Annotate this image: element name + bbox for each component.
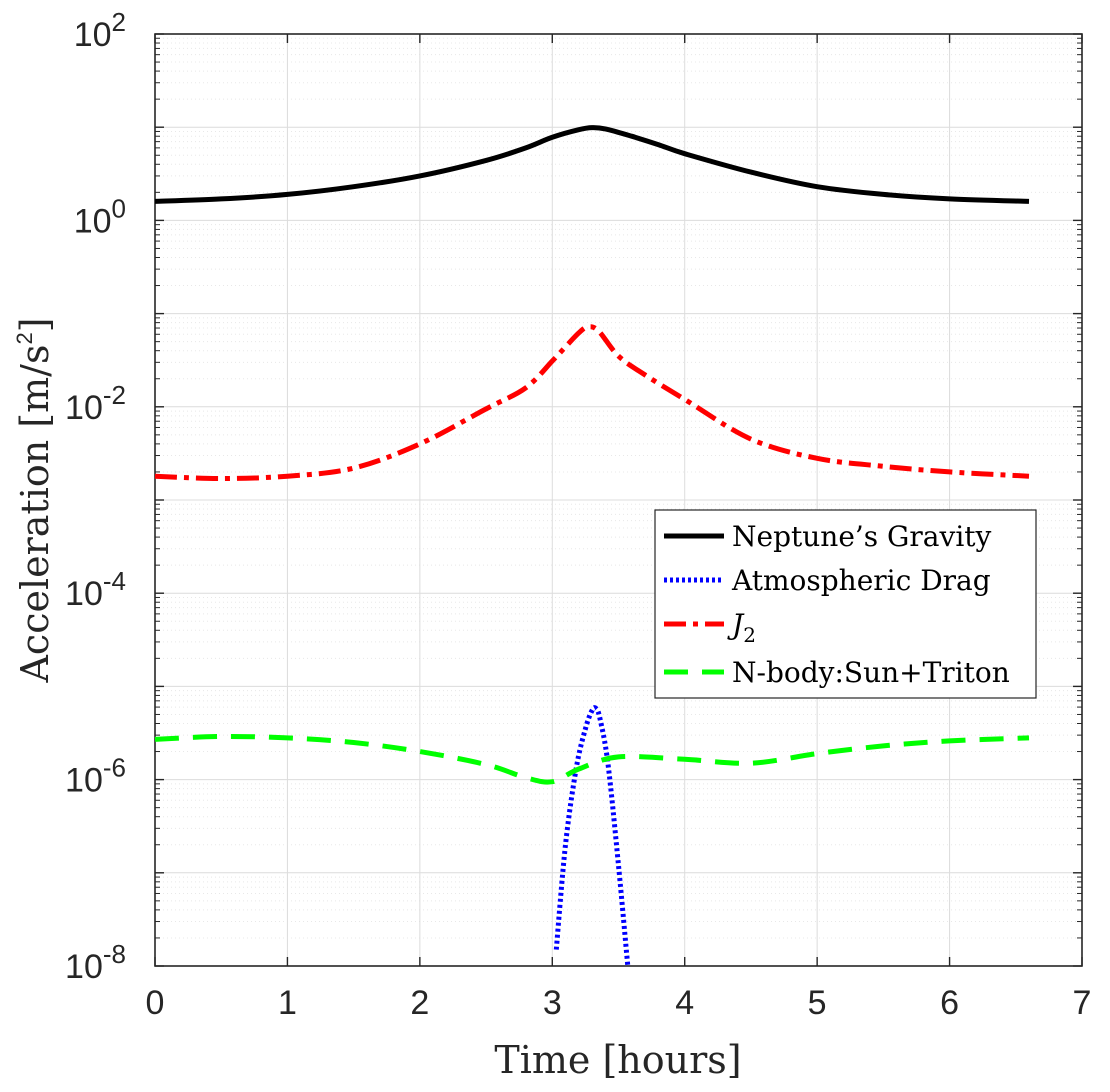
series-layer (154, 125, 1030, 967)
y-tick-exponent: -8 (103, 939, 126, 969)
legend-label: J2 (727, 608, 756, 647)
series-line-0 (154, 125, 1030, 204)
series-line-3 (154, 733, 1030, 785)
x-tick-label: 1 (278, 984, 297, 1022)
y-tick-label: 10-8 (65, 939, 126, 986)
y-axis-label: Acceleration [m/s2] (12, 317, 57, 683)
series-line-1 (553, 705, 631, 967)
legend-label-main: J (727, 608, 745, 641)
legend-label: Atmospheric Drag (731, 564, 991, 597)
y-tick-exponent: -4 (103, 566, 126, 596)
y-tick-exponent: 0 (112, 193, 126, 223)
y-tick-base: 10 (74, 16, 112, 54)
x-tick-labels: 0 1 2 3 4 5 6 7 (146, 984, 1092, 1022)
x-tick-label: 4 (675, 984, 694, 1022)
y-tick-exponent: -6 (103, 753, 126, 783)
tick-marks (154, 33, 1083, 967)
y-axis-label-suffix: ] (13, 317, 57, 332)
x-tick-label: 2 (410, 984, 429, 1022)
y-tick-base: 10 (65, 575, 103, 613)
legend-box (654, 509, 1037, 699)
y-tick-label: 100 (74, 193, 126, 240)
legend: Neptune’s Gravity Atmospheric Drag J2 N-bod… (654, 509, 1037, 699)
y-tick-base: 10 (74, 202, 112, 240)
x-tick-label: 0 (146, 984, 165, 1022)
y-tick-label: 10-4 (65, 566, 126, 613)
x-tick-label: 6 (940, 984, 959, 1022)
x-tick-label: 3 (543, 984, 562, 1022)
x-tick-label: 7 (1073, 984, 1092, 1022)
y-axis-label-group: Acceleration [m/s2] (12, 317, 57, 683)
x-axis-label: Time [hours] (494, 1038, 741, 1082)
x-tick-label: 5 (808, 984, 827, 1022)
y-tick-base: 10 (65, 762, 103, 800)
y-tick-exponent: 2 (112, 7, 126, 37)
y-tick-base: 10 (65, 948, 103, 986)
legend-label: N-body:Sun+Triton (732, 656, 1010, 689)
y-tick-label: 10-6 (65, 753, 126, 800)
y-tick-base: 10 (65, 389, 103, 427)
y-tick-label: 10-2 (65, 380, 126, 427)
y-tick-label: 102 (74, 7, 126, 54)
legend-label: Neptune’s Gravity (732, 520, 992, 553)
legend-label-subscript: 2 (743, 623, 756, 647)
series-line-2 (154, 324, 1030, 481)
y-tick-exponent: -2 (103, 380, 126, 410)
y-axis-label-main: Acceleration [m/s (13, 345, 57, 684)
y-axis-label-superscript: 2 (12, 332, 37, 344)
